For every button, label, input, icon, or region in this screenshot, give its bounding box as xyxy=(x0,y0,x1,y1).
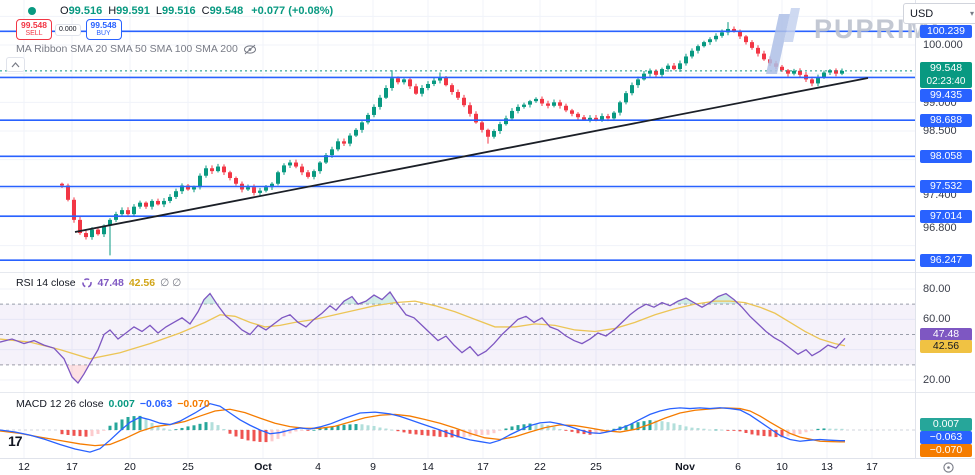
gridlines xyxy=(0,0,915,458)
time-tick-label: 22 xyxy=(534,461,546,473)
price-badge: 100.239 xyxy=(920,24,972,38)
close-value: 99.548 xyxy=(209,5,244,17)
current-price-value: 99.548 xyxy=(929,62,963,74)
low-label: L xyxy=(155,5,162,17)
bar-countdown: 02:23:40 xyxy=(926,76,966,87)
time-tick-label: 13 xyxy=(821,461,833,473)
status-dot xyxy=(28,7,36,15)
price-badge: 97.014 xyxy=(920,209,972,223)
time-tick-label: 20 xyxy=(124,461,136,473)
sell-button[interactable]: 99.548 SELL xyxy=(16,19,52,41)
axis-tick-label: 20.00 xyxy=(923,374,951,386)
currency-selector[interactable]: USD ▾ xyxy=(903,3,975,24)
ohlc-readout[interactable]: O99.516 H99.591 L99.516 C99.548 +0.077 (… xyxy=(28,5,333,17)
sell-label: SELL xyxy=(25,30,43,38)
time-tick-label: 14 xyxy=(422,461,434,473)
rsi-ma-value: 42.56 xyxy=(128,277,156,289)
macd-indicator-row[interactable]: MACD 12 26 close 0.007 −0.063 −0.070 xyxy=(16,398,210,410)
macd-title: MACD 12 26 close xyxy=(16,398,104,410)
price-badge: 96.247 xyxy=(920,253,972,267)
axis-tick-label: 96.800 xyxy=(923,222,957,234)
macd-hist-value: 0.007 xyxy=(108,398,135,410)
time-tick-label: 12 xyxy=(18,461,30,473)
sell-price: 99.548 xyxy=(21,20,47,30)
low-value: 99.516 xyxy=(161,5,196,17)
trendline xyxy=(74,77,869,233)
time-tick-label: 4 xyxy=(315,461,321,473)
eye-slash-icon[interactable] xyxy=(243,44,257,55)
panel-separator-macd[interactable] xyxy=(0,392,975,393)
time-tick-label: 6 xyxy=(735,461,741,473)
time-tick-label: 17 xyxy=(477,461,489,473)
rsi-indicator-row[interactable]: RSI 14 close 47.48 42.56 ∅ ∅ xyxy=(16,277,181,289)
rsi-title: RSI 14 close xyxy=(16,277,76,289)
price-badge: 0.007 xyxy=(920,417,972,431)
time-tick-label: 25 xyxy=(182,461,194,473)
macd-line xyxy=(0,402,845,453)
open-value: 99.516 xyxy=(68,5,103,17)
macd-signal-value: −0.070 xyxy=(177,398,210,410)
price-badge: 47.48 xyxy=(920,327,972,341)
time-tick-label: Nov xyxy=(675,461,695,473)
buy-button[interactable]: 99.548 BUY xyxy=(85,19,122,41)
collapse-pane-button[interactable] xyxy=(6,57,25,72)
price-badge: 98.688 xyxy=(920,113,972,127)
price-badge: 98.058 xyxy=(920,149,972,163)
ma-ribbon-title: MA Ribbon SMA 20 SMA 50 SMA 100 SMA 200 xyxy=(16,43,238,55)
axis-tick-label: 100.000 xyxy=(923,39,963,51)
macd-histogram xyxy=(60,415,844,443)
buy-price: 99.548 xyxy=(90,20,117,30)
time-tick-label: 17 xyxy=(866,461,878,473)
time-tick-label: 10 xyxy=(776,461,788,473)
trade-widget: 99.548 SELL 0.000 99.548 BUY xyxy=(16,19,122,41)
price-scale[interactable]: 100.239 100.000 99.548 02:23:40 99.435 99.000… xyxy=(915,0,975,458)
price-badge: −0.070 xyxy=(920,443,972,457)
rsi-line xyxy=(0,291,846,385)
spread-value: 0.000 xyxy=(55,23,81,36)
time-tick-label: 25 xyxy=(590,461,602,473)
time-tick-label: 9 xyxy=(370,461,376,473)
buy-label: BUY xyxy=(96,30,111,38)
time-tick-label: Oct xyxy=(254,461,272,473)
currency-value: USD xyxy=(910,7,934,20)
chart-canvas[interactable] xyxy=(0,0,915,458)
change-value: +0.077 (+0.08%) xyxy=(251,5,334,17)
panel-separator-rsi[interactable] xyxy=(0,272,975,273)
timezone-gear-icon[interactable] xyxy=(942,461,955,474)
price-badge: −0.063 xyxy=(920,430,972,444)
high-value: 99.591 xyxy=(116,5,150,17)
rsi-ma-line xyxy=(0,300,846,360)
macd-line-value: −0.063 xyxy=(139,398,173,410)
high-label: H xyxy=(108,5,117,17)
chevron-down-icon: ▾ xyxy=(969,9,974,18)
axis-tick-label: 60.00 xyxy=(923,313,951,325)
candlesticks xyxy=(60,22,844,256)
axis-tick-label: 80.00 xyxy=(923,283,951,295)
macd-signal-line xyxy=(0,407,845,447)
time-scale[interactable]: 12 17 20 25 Oct 4 9 14 17 22 25 Nov 6 10 13 17 xyxy=(0,458,975,475)
rsi-band-values: ∅ ∅ xyxy=(160,277,182,289)
price-badge: 42.56 xyxy=(920,339,972,353)
price-badge: 99.435 xyxy=(920,88,972,102)
price-badge: 97.532 xyxy=(920,179,972,193)
price-badge: 99.548 02:23:40 xyxy=(920,62,972,88)
rsi-value: 47.48 xyxy=(97,277,124,289)
ma-ribbon-indicator-row[interactable]: MA Ribbon SMA 20 SMA 50 SMA 100 SMA 200 xyxy=(16,43,257,55)
tradingview-logo[interactable]: 17 xyxy=(8,433,23,449)
rsi-loading-icon xyxy=(81,278,92,288)
axis-tick-label: 98.500 xyxy=(923,125,957,137)
close-label: C xyxy=(201,5,210,17)
chevron-up-icon xyxy=(11,61,20,67)
time-tick-label: 17 xyxy=(66,461,78,473)
open-label: O xyxy=(60,5,69,17)
